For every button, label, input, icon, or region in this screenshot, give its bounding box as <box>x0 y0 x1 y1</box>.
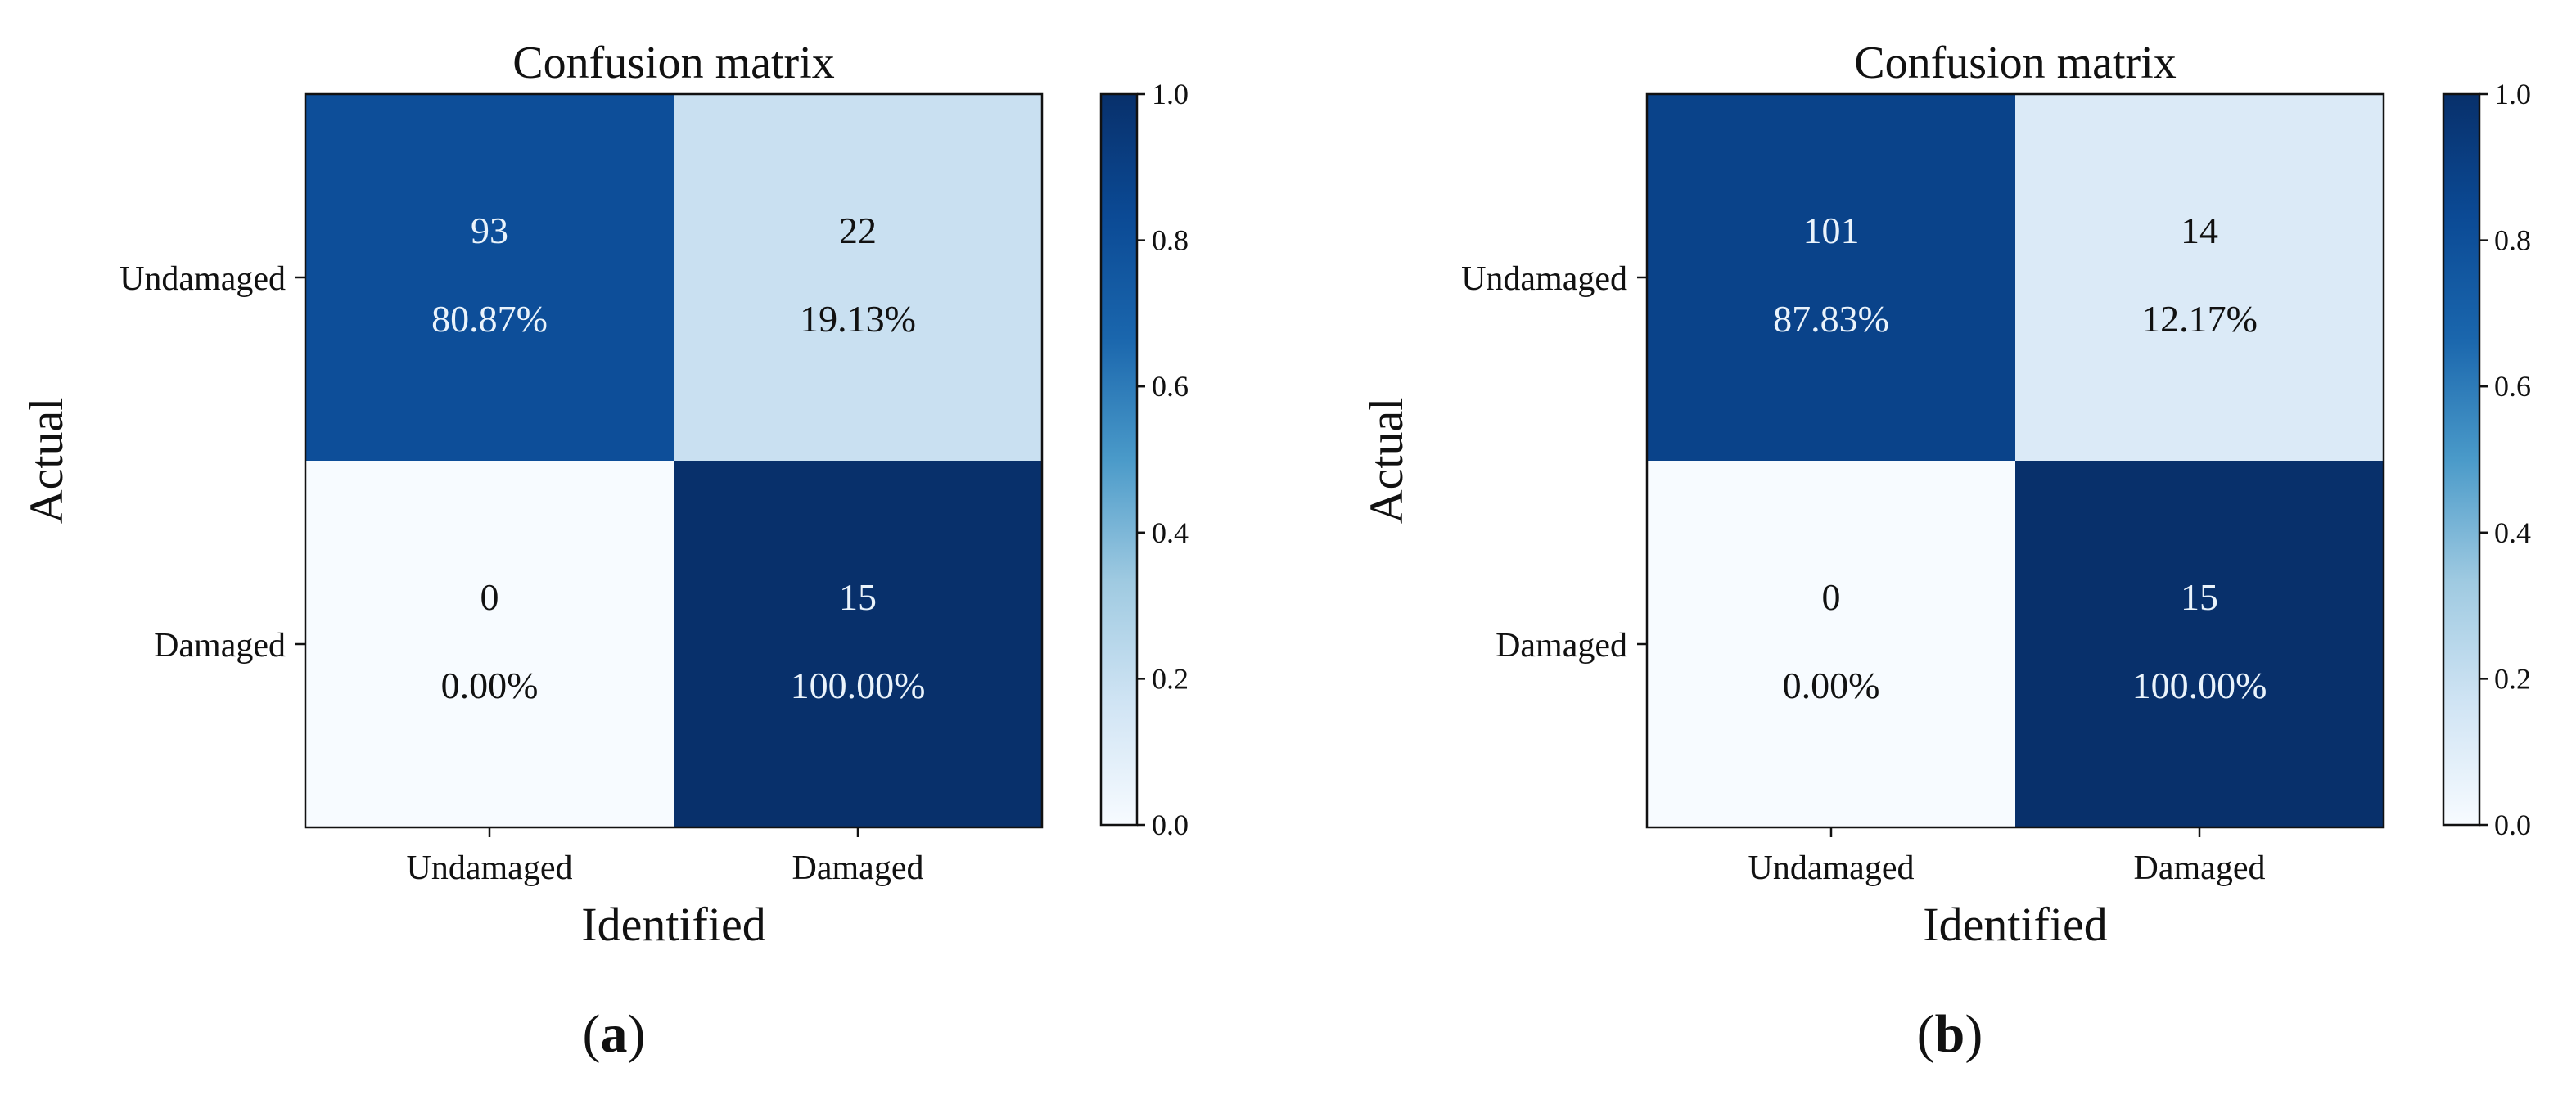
colorbar-tick-label: 0.8 <box>2494 224 2531 257</box>
colorbar-tick-label: 0.2 <box>2494 662 2531 695</box>
matrix-cell-r1-c1 <box>674 461 1042 827</box>
matrix-cell-r0-c0 <box>1647 94 2015 461</box>
cell-percent-label: 12.17% <box>2141 298 2258 340</box>
colorbar-tick-label: 0.2 <box>1152 662 1189 695</box>
matrix-cell-r1-c1 <box>2015 461 2384 827</box>
matrix-cell-r1-c0 <box>1647 461 2015 827</box>
chart-title: Confusion matrix <box>512 38 835 88</box>
y-tick-label: Undamaged <box>120 260 286 298</box>
matrix-cell-r0-c1 <box>674 94 1042 461</box>
cell-percent-label: 100.00% <box>791 665 926 706</box>
y-tick-label: Damaged <box>154 627 286 665</box>
cell-percent-label: 0.00% <box>441 665 539 706</box>
y-axis-label: Actual <box>1360 398 1413 525</box>
panel-label: (a) <box>583 1004 646 1064</box>
colorbar-tick-label: 0.0 <box>2494 809 2531 841</box>
colorbar-tick-label: 1.0 <box>2494 78 2531 110</box>
cell-percent-label: 100.00% <box>2132 665 2267 706</box>
cell-count-label: 22 <box>839 210 877 251</box>
x-tick-label: Undamaged <box>1748 849 1915 887</box>
cell-percent-label: 87.83% <box>1773 298 1889 340</box>
x-axis-label: Identified <box>1923 898 2107 951</box>
matrix-frame <box>304 92 1044 829</box>
cell-count-label: 14 <box>2181 210 2218 251</box>
colorbar-tick-label: 0.6 <box>2494 370 2531 403</box>
x-tick-label: Damaged <box>2134 849 2266 887</box>
colorbar-tick-label: 0.6 <box>1152 370 1189 403</box>
x-axis-label: Identified <box>581 898 765 951</box>
cell-count-label: 0 <box>480 576 499 618</box>
confusion-matrix-panel-a: Confusion matrix 93 80.87% 22 19.13% 0 0.00% 15… <box>20 38 1189 1064</box>
cell-percent-label: 80.87% <box>431 298 548 340</box>
matrix-frame <box>1645 92 2385 829</box>
panel-label: (b) <box>1917 1004 1983 1064</box>
colorbar-tick-label: 1.0 <box>1152 78 1189 110</box>
cell-count-label: 101 <box>1803 210 1860 251</box>
cell-count-label: 15 <box>839 576 877 618</box>
matrix-cell-r1-c0 <box>305 461 674 827</box>
cell-percent-label: 19.13% <box>800 298 916 340</box>
matrix-cell-r0-c0 <box>305 94 674 461</box>
cell-count-label: 15 <box>2181 576 2218 618</box>
confusion-matrix-panel-b: Confusion matrix 101 87.83% 14 12.17% 0 0.00% 1… <box>1360 38 2531 1064</box>
chart-title: Confusion matrix <box>1854 38 2177 88</box>
colorbar <box>2442 92 2481 827</box>
colorbar-tick-label: 0.4 <box>2494 516 2531 549</box>
matrix-cell-r0-c1 <box>2015 94 2384 461</box>
colorbar <box>1099 92 1139 827</box>
cell-count-label: 93 <box>471 210 508 251</box>
cell-percent-label: 0.00% <box>1783 665 1880 706</box>
x-tick-label: Damaged <box>792 849 924 887</box>
cell-count-label: 0 <box>1822 576 1841 618</box>
y-axis-label: Actual <box>20 398 73 525</box>
colorbar-tick-label: 0.8 <box>1152 224 1189 257</box>
x-tick-label: Undamaged <box>407 849 573 887</box>
y-tick-label: Damaged <box>1496 627 1627 665</box>
colorbar-tick-label: 0.4 <box>1152 516 1189 549</box>
y-tick-label: Undamaged <box>1461 260 1627 298</box>
colorbar-tick-label: 0.0 <box>1152 809 1189 841</box>
